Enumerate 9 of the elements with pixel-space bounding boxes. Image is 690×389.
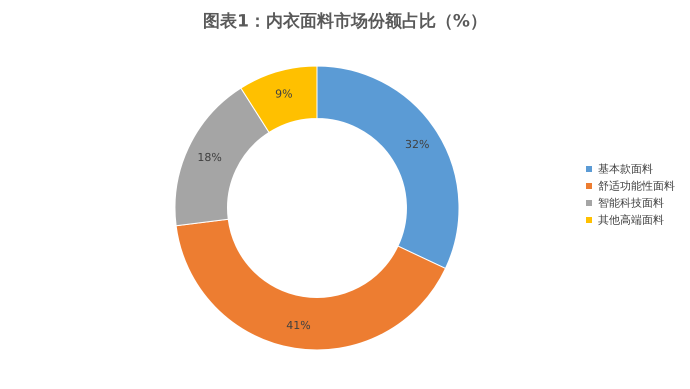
legend-label: 舒适功能性面料 [598,180,675,192]
legend-label: 基本款面料 [598,162,653,176]
data-label: 9% [275,87,293,100]
legend-label: 智能科技面料 [598,196,664,210]
chart-title: 图表1：内衣面料市场份额占比（%） [203,12,487,32]
data-label: 41% [286,318,311,332]
data-label: 18% [197,150,222,164]
legend-label: 其他高端面料 [598,214,664,226]
data-label: 32% [405,138,430,151]
